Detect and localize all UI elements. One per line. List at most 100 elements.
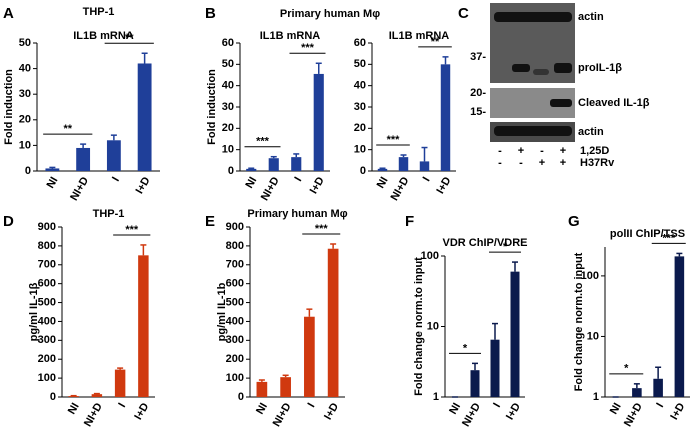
y-axis-label: Fold change norm.to input [413, 257, 425, 396]
bar [327, 248, 339, 397]
chart-title: VDR ChIP/VDRE [443, 237, 528, 249]
bar [76, 147, 91, 171]
mw-marker: 15- [470, 106, 486, 118]
bar [68, 396, 79, 397]
bar [137, 63, 152, 172]
x-tick-label: I [116, 401, 128, 410]
y-tick-label: 100 [38, 372, 56, 384]
lane-sign: + [518, 145, 524, 157]
panel-label: B [205, 5, 216, 22]
y-tick-label: 900 [38, 221, 56, 233]
panel-title: Primary human Mφ [280, 8, 380, 20]
y-axis-label: Fold induction [3, 69, 15, 145]
y-tick-label: 0 [25, 165, 31, 177]
x-tick-label: NI+D [259, 175, 282, 203]
x-tick-label: I [421, 175, 433, 184]
y-tick-label: 300 [38, 334, 56, 346]
x-tick-label: I [306, 401, 318, 410]
y-tick-label: 40 [19, 63, 31, 75]
y-tick-label: 20 [354, 122, 366, 134]
y-tick-label: 60 [354, 37, 366, 49]
chart-subtitle: IL1B mRNA [260, 30, 321, 42]
panel-label: D [3, 213, 14, 230]
lane-sign: - [519, 157, 523, 169]
x-tick-label: NI [375, 175, 391, 191]
y-axis-label: Fold change norm.to input [573, 252, 585, 391]
y-tick-label: 200 [38, 353, 56, 365]
bar [246, 168, 257, 171]
bar [138, 255, 149, 397]
y-tick-label: 60 [222, 37, 234, 49]
bar [632, 388, 642, 397]
x-tick-label: NI [243, 175, 259, 191]
x-tick-label: I+D [134, 175, 153, 196]
y-tick-label: 600 [38, 278, 56, 290]
y-tick-label: 40 [222, 80, 234, 92]
chart-title: THP-1 [83, 6, 115, 18]
chart-subtitle: IL1B mRNA [389, 30, 450, 42]
bar [398, 157, 409, 171]
significance-label: * [624, 363, 629, 375]
significance-label: *** [125, 224, 139, 236]
x-tick-label: NI [608, 401, 624, 417]
y-tick-label: 1 [593, 391, 599, 403]
y-tick-label: 400 [226, 315, 244, 327]
y-tick-label: 300 [226, 334, 244, 346]
band-label: proIL-1β [578, 62, 622, 74]
x-tick-label: NI+D [622, 401, 645, 429]
bar [510, 271, 520, 397]
y-tick-label: 700 [38, 259, 56, 271]
x-tick-label: I+D [435, 175, 454, 196]
y-tick-label: 500 [38, 296, 56, 308]
bar [313, 73, 324, 171]
bar [45, 168, 60, 171]
y-tick-label: 600 [226, 278, 244, 290]
chart-subtitle: IL1B mRNA [73, 30, 134, 42]
y-tick-label: 10 [427, 320, 439, 332]
bar [268, 158, 279, 171]
x-tick-label: NI [447, 401, 463, 417]
significance-label: ** [63, 123, 72, 135]
y-tick-label: 0 [50, 391, 56, 403]
significance-label: ** [125, 32, 134, 44]
y-tick-label: 30 [19, 88, 31, 100]
y-tick-label: 400 [38, 315, 56, 327]
panel-label: F [405, 213, 414, 230]
y-tick-label: 50 [19, 37, 31, 49]
bar [291, 157, 302, 171]
y-tick-label: 700 [226, 259, 244, 271]
y-tick-label: 900 [226, 221, 244, 233]
x-tick-label: I+D [308, 175, 327, 196]
y-tick-label: 10 [19, 139, 31, 151]
bar [377, 168, 388, 171]
x-tick-label: I [491, 401, 503, 410]
lane-sign: - [540, 145, 544, 157]
x-tick-label: NI+D [271, 401, 294, 429]
band-label: actin [578, 11, 604, 23]
row-label: H37Rv [580, 157, 615, 169]
y-axis-label: Fold induction [206, 69, 218, 145]
y-tick-label: 50 [222, 58, 234, 70]
y-tick-label: 200 [226, 353, 244, 365]
lane-sign: - [498, 145, 502, 157]
y-tick-label: 20 [222, 122, 234, 134]
y-tick-label: 0 [238, 391, 244, 403]
bar [653, 378, 663, 397]
bar [280, 377, 291, 397]
y-axis-label: pg/ml IL-1β [28, 282, 40, 341]
y-tick-label: 20 [19, 114, 31, 126]
y-tick-label: 100 [421, 250, 439, 262]
band-label: actin [578, 126, 604, 138]
y-tick-label: 500 [226, 296, 244, 308]
significance-label: *** [256, 136, 270, 148]
bar [304, 316, 315, 397]
panel-label: E [205, 213, 215, 230]
band-label: Cleaved IL-1β [578, 97, 650, 109]
y-axis-label: pg/ml IL-1b [216, 282, 228, 341]
x-tick-label: I+D [668, 401, 687, 422]
significance-label: *** [301, 42, 315, 54]
x-tick-label: NI [66, 401, 82, 417]
y-tick-label: 800 [38, 240, 56, 252]
bar [674, 256, 685, 397]
